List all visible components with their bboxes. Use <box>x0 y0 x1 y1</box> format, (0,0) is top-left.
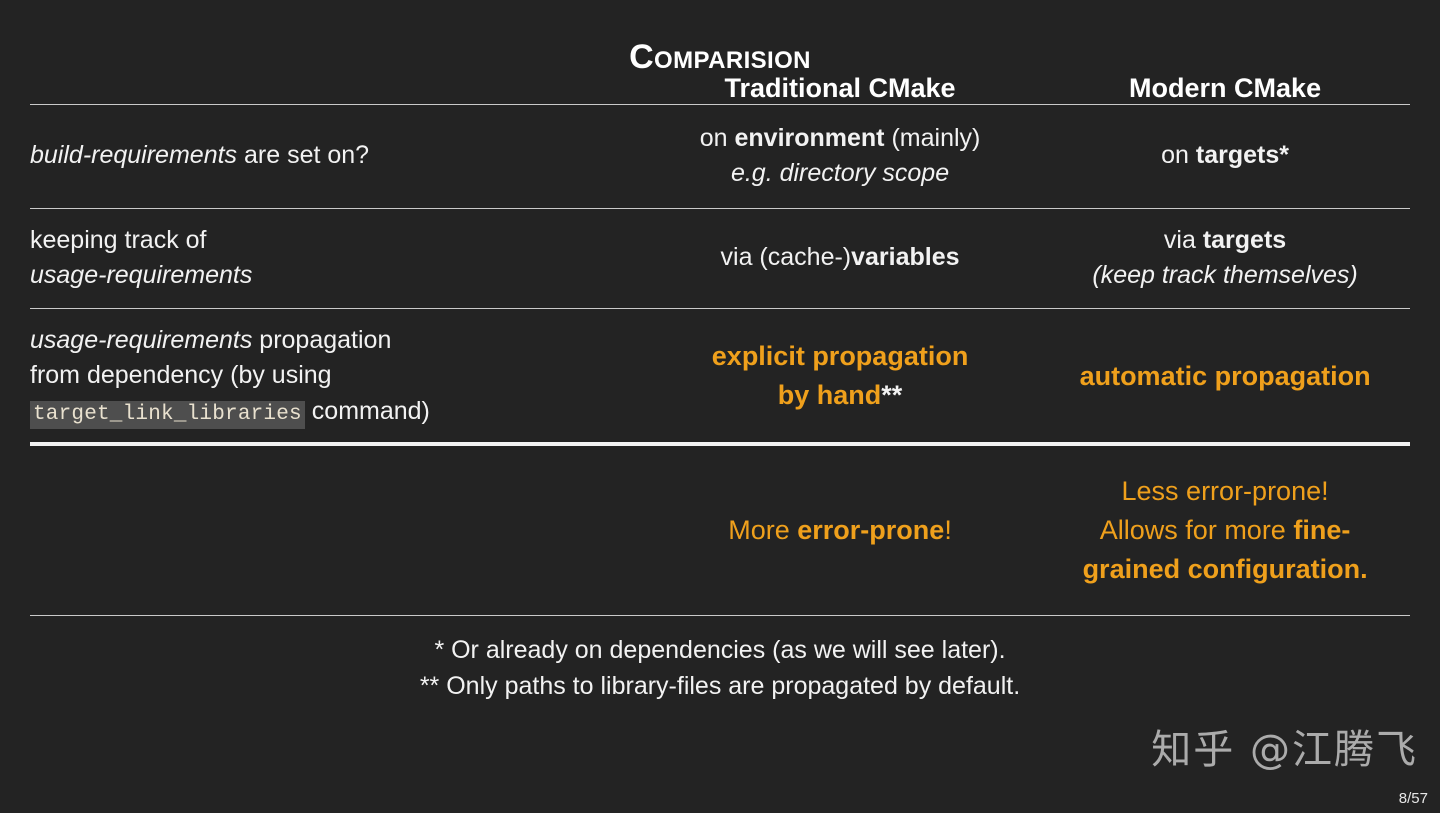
row2-modern-pre: via <box>1163 225 1203 254</box>
row1-traditional-line2: e.g. directory scope <box>640 156 1040 192</box>
row4-modern-cell: Less error-prone! Allows for more fine- … <box>1040 443 1410 616</box>
row1-traditional-cell: on environment (mainly) e.g. directory s… <box>639 104 1041 209</box>
header-modern-cmake: Modern CMake <box>1040 73 1410 105</box>
row1-modern-cell: on targets* <box>1040 104 1410 209</box>
table-row: keeping track of usage-requirements via … <box>30 208 1410 309</box>
row2-trad-pre: via (cache-) <box>720 243 852 272</box>
watermark: 知乎 @江腾飞 <box>1151 727 1418 773</box>
row4-modern-line2-bold: fine- <box>1293 514 1351 545</box>
row4-modern-line1: Less error-prone! <box>1121 475 1329 506</box>
footnotes-block: * Or already on dependencies (as we will… <box>30 616 1410 705</box>
header-label-blank <box>30 74 640 105</box>
row1-trad-post: (mainly) <box>884 123 981 152</box>
table-header-row: Traditional CMake Modern CMake <box>30 73 1410 105</box>
row3-label-rest1: propagation <box>252 325 392 354</box>
code-snippet-target-link-libraries: target_link_libraries <box>30 400 305 429</box>
row2-trad-bold: variables <box>851 243 960 272</box>
row4-modern-line2: Allows for more fine- <box>1040 511 1410 550</box>
footnote-1: * Or already on dependencies (as we will… <box>434 635 1006 664</box>
row2-modern-line2: (keep track themselves) <box>1040 258 1410 294</box>
comparison-table: Traditional CMake Modern CMake build-req… <box>30 73 1410 616</box>
row1-trad-bold: environment <box>734 123 885 152</box>
row4-traditional-cell: More error-prone! <box>639 443 1041 616</box>
row3-trad-line2: by hand** <box>640 376 1040 415</box>
footnote-2: ** Only paths to library-files are propa… <box>419 672 1021 701</box>
row1-modern-footnote-mark: * <box>1279 141 1289 170</box>
header-traditional-cmake: Traditional CMake <box>639 73 1041 105</box>
row3-label-line2: from dependency (by using <box>30 361 332 390</box>
row3-modern-text: automatic propagation <box>1079 360 1371 391</box>
row3-label-line3-rest: command) <box>304 396 430 425</box>
row1-modern-bold: targets <box>1195 141 1280 170</box>
row3-label-cell: usage-requirements propagation from depe… <box>30 308 640 446</box>
row3-traditional-cell: explicit propagation by hand** <box>639 308 1041 446</box>
table-row: usage-requirements propagation from depe… <box>30 308 1410 446</box>
row3-trad-footnote-mark: ** <box>881 380 903 411</box>
table-row: build-requirements are set on? on enviro… <box>30 104 1410 209</box>
row1-trad-italic: e.g. directory scope <box>730 159 950 188</box>
row3-label-italic: usage-requirements <box>30 325 253 354</box>
row2-modern-cell: via targets (keep track themselves) <box>1040 208 1410 309</box>
row4-trad-pre: More <box>728 514 798 545</box>
row4-modern-line3: grained configuration. <box>1040 550 1410 589</box>
row1-label-rest: are set on? <box>237 141 370 170</box>
row1-label-italic: build-requirements <box>30 141 238 170</box>
row1-modern-pre: on <box>1161 141 1196 170</box>
row2-label-line2: usage-requirements <box>30 258 640 294</box>
page-title: Comparision <box>629 38 811 76</box>
row3-trad-line2-text: by hand <box>777 380 882 411</box>
row2-label-italic: usage-requirements <box>30 261 253 290</box>
row3-label-line3: target_link_libraries command) <box>30 394 640 430</box>
table-row: More error-prone! Less error-prone! Allo… <box>30 443 1410 616</box>
row3-label-line1: usage-requirements propagation <box>30 323 640 359</box>
row4-trad-bold: error-prone <box>797 514 945 545</box>
row2-traditional-cell: via (cache-)variables <box>639 208 1041 309</box>
row2-label-line1: keeping track of <box>30 225 207 254</box>
page-number: 8/57 <box>1398 790 1428 807</box>
row4-trad-post: ! <box>944 514 952 545</box>
row1-traditional-line1: on environment (mainly) <box>640 121 1040 157</box>
row2-modern-italic: (keep track themselves) <box>1092 261 1358 290</box>
row1-trad-pre: on <box>699 123 735 152</box>
row3-modern-cell: automatic propagation <box>1040 308 1410 446</box>
row2-modern-line1: via targets <box>1040 223 1410 259</box>
row4-label-cell <box>30 443 640 616</box>
row2-modern-bold: targets <box>1202 225 1287 254</box>
row4-modern-line2-pre: Allows for more <box>1099 514 1294 545</box>
row1-label-cell: build-requirements are set on? <box>30 104 640 209</box>
row2-label-cell: keeping track of usage-requirements <box>30 208 640 309</box>
row4-modern-line3-bold: grained configuration. <box>1082 553 1368 584</box>
row3-trad-line1: explicit propagation <box>711 340 969 371</box>
